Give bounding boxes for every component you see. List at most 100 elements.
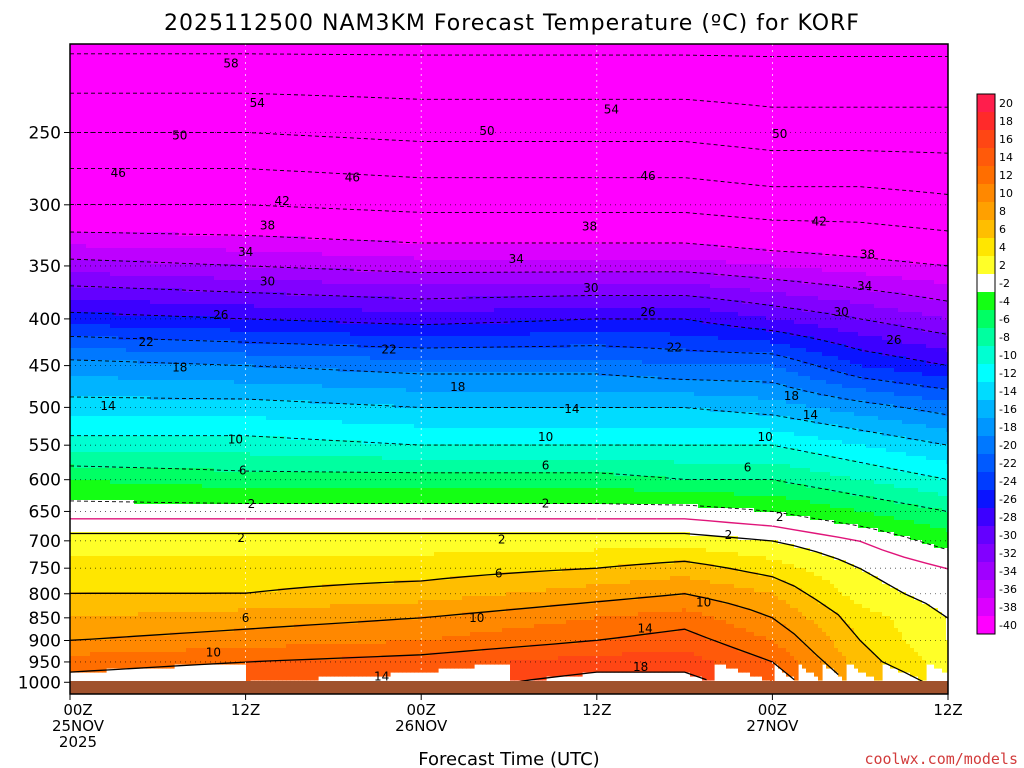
contour-label: 30 bbox=[583, 281, 598, 295]
colorbar-segment bbox=[977, 400, 995, 418]
colorbar-label: -38 bbox=[999, 601, 1017, 614]
x-tick-label: 26NOV bbox=[395, 717, 448, 735]
colorbar-segment bbox=[977, 544, 995, 562]
colorbar-segment bbox=[977, 436, 995, 454]
contour-label: 58 bbox=[223, 56, 238, 70]
colorbar-segment bbox=[977, 364, 995, 382]
colorbar-segment bbox=[977, 112, 995, 130]
contour-label: 18 bbox=[172, 360, 187, 374]
contour-label: 42 bbox=[812, 215, 827, 229]
contour-label: 6 bbox=[542, 459, 550, 473]
colorbar-label: 10 bbox=[999, 187, 1013, 200]
colorbar-segment bbox=[977, 526, 995, 544]
y-tick-label: 300 bbox=[29, 196, 61, 216]
colorbar-label: -36 bbox=[999, 583, 1017, 596]
contour-label: 6 bbox=[242, 611, 250, 625]
colorbar-label: 14 bbox=[999, 151, 1013, 164]
plot-frame bbox=[69, 43, 949, 695]
colorbar-segment bbox=[977, 454, 995, 472]
colorbar-segment bbox=[977, 418, 995, 436]
contour-label: 2 bbox=[776, 510, 784, 524]
colorbar-segment bbox=[977, 472, 995, 490]
colorbar-segment bbox=[977, 292, 995, 310]
contour-label: 30 bbox=[260, 274, 275, 288]
colorbar-segment bbox=[977, 580, 995, 598]
x-tick-label: 27NOV bbox=[746, 717, 799, 735]
contour-label: 42 bbox=[275, 194, 290, 208]
colorbar-label: -4 bbox=[999, 295, 1010, 308]
y-tick-label: 1000 bbox=[18, 673, 61, 693]
colorbar-segment bbox=[977, 382, 995, 400]
isotherm-line bbox=[508, 671, 707, 684]
ground-layer bbox=[70, 681, 948, 694]
y-tick-label: 950 bbox=[29, 653, 61, 673]
y-tick-label: 850 bbox=[29, 609, 61, 629]
colorbar-segment bbox=[977, 220, 995, 238]
x-tick-label: 25NOV bbox=[52, 717, 105, 735]
contour-label: 2 bbox=[498, 533, 506, 547]
contour-label: 50 bbox=[772, 127, 787, 141]
x-tick-label: 2025 bbox=[59, 733, 97, 751]
x-tick-label: 12Z bbox=[582, 701, 611, 719]
contour-label: 38 bbox=[582, 220, 597, 234]
contour-label: 2 bbox=[248, 497, 256, 511]
colorbar-segment bbox=[977, 148, 995, 166]
y-tick-label: 250 bbox=[29, 123, 61, 143]
isotherm-line bbox=[70, 532, 948, 619]
isotherm-line bbox=[70, 628, 795, 681]
colorbar-label: 16 bbox=[999, 133, 1013, 146]
colorbar-segment bbox=[977, 508, 995, 526]
colorbar-segment bbox=[977, 490, 995, 508]
contour-label: 14 bbox=[803, 408, 818, 422]
contour-label: 26 bbox=[886, 333, 901, 347]
contour-label: 6 bbox=[744, 461, 752, 475]
isotherm-line bbox=[70, 53, 948, 58]
y-tick-label: 900 bbox=[29, 631, 61, 651]
contour-label: 34 bbox=[509, 252, 524, 266]
credit-text: coolwx.com/models bbox=[864, 750, 1018, 768]
colorbar-label: -20 bbox=[999, 439, 1017, 452]
y-tick-label: 400 bbox=[29, 310, 61, 330]
colorbar-label: 20 bbox=[999, 97, 1013, 110]
contour-label: 14 bbox=[374, 669, 389, 683]
contour-label: 54 bbox=[250, 96, 265, 110]
contour-label: 22 bbox=[381, 342, 396, 356]
contour-label: 2 bbox=[542, 496, 550, 510]
colorbar-label: -10 bbox=[999, 349, 1017, 362]
contour-label: 46 bbox=[111, 166, 126, 180]
colorbar-segment bbox=[977, 328, 995, 346]
colorbar-label: -12 bbox=[999, 367, 1017, 380]
colorbar-label: -2 bbox=[999, 277, 1010, 290]
contour-label: 34 bbox=[238, 245, 253, 259]
x-axis-label: Forecast Time (UTC) bbox=[418, 749, 599, 768]
colorbar-label: 6 bbox=[999, 223, 1006, 236]
contour-label: 10 bbox=[757, 430, 772, 444]
colorbar-label: -16 bbox=[999, 403, 1017, 416]
colorbar: 20 18 16 14 12 10 8 6 4 2 -2 -4 -6 -8 -10 -12 -14 -16 -18 -… bbox=[976, 93, 1017, 635]
colorbar-frame bbox=[976, 93, 996, 635]
colorbar-segment bbox=[977, 310, 995, 328]
contour-label: 50 bbox=[172, 129, 187, 143]
colorbar-label: 2 bbox=[999, 259, 1006, 272]
y-tick-label: 450 bbox=[29, 357, 61, 377]
x-tick-label: 12Z bbox=[231, 701, 260, 719]
contour-label: 22 bbox=[138, 335, 153, 349]
colorbar-label: 18 bbox=[999, 115, 1013, 128]
colorbar-segment bbox=[977, 130, 995, 148]
contour-label: 6 bbox=[495, 566, 503, 580]
contour-label: 10 bbox=[538, 430, 553, 444]
y-tick-label: 700 bbox=[29, 532, 61, 552]
colorbar-segment bbox=[977, 562, 995, 580]
contour-label: 26 bbox=[640, 305, 655, 319]
colorbar-segment bbox=[977, 274, 995, 292]
colorbar-segment bbox=[977, 598, 995, 616]
contour-label: 38 bbox=[260, 218, 275, 232]
contour-label: 54 bbox=[604, 103, 619, 117]
x-tick-label: 00Z bbox=[407, 701, 436, 719]
y-axis-ticks: 2503003504004505005506006507007508008509… bbox=[18, 123, 70, 693]
y-tick-label: 550 bbox=[29, 436, 61, 456]
colorbar-label: 12 bbox=[999, 169, 1013, 182]
